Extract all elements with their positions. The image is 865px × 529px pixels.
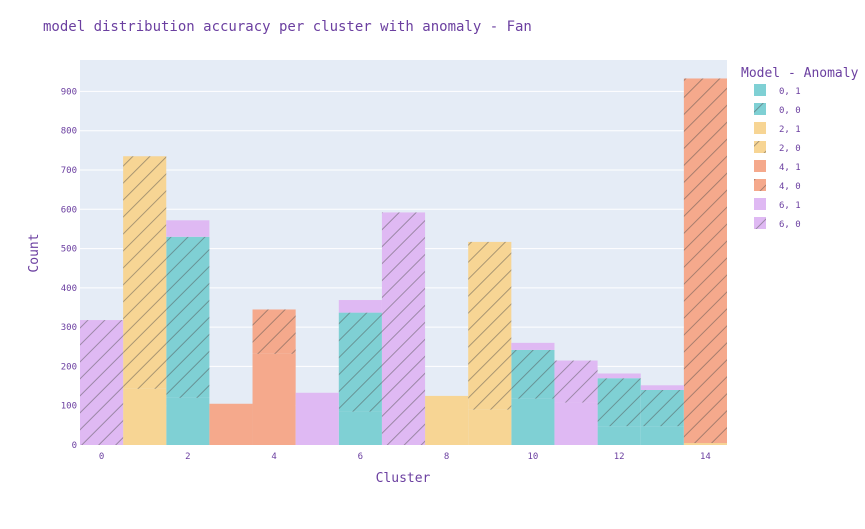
- bar: [640, 426, 684, 445]
- bar: [381, 212, 426, 445]
- x-tick-labels: 0 2 4 6 8 10 12 14: [99, 452, 711, 462]
- legend-entry: 2, 0: [779, 144, 801, 154]
- x-tick-label: 6: [358, 452, 363, 462]
- bar: [338, 312, 382, 412]
- bar: [80, 320, 124, 445]
- legend-swatch: [754, 122, 766, 134]
- y-tick-label: 500: [61, 245, 77, 255]
- bar: [511, 349, 555, 399]
- bar: [166, 397, 210, 445]
- bar: [683, 443, 727, 445]
- y-tick-label: 900: [61, 87, 77, 97]
- bar: [468, 409, 512, 445]
- bar: [554, 402, 598, 445]
- legend-entry: 6, 1: [779, 201, 801, 211]
- bar: [252, 309, 296, 354]
- legend-entry: 4, 0: [779, 182, 801, 192]
- bar: [554, 360, 598, 403]
- y-tick-label: 100: [61, 402, 77, 412]
- y-tick-label: 700: [61, 166, 77, 176]
- legend-swatch: [754, 217, 766, 229]
- bar: [511, 342, 555, 350]
- legend-entry: 2, 1: [779, 125, 801, 135]
- y-tick-label: 600: [61, 205, 77, 215]
- legend-swatch: [754, 141, 766, 153]
- x-tick-label: 12: [614, 452, 625, 462]
- legend-swatch: [754, 160, 766, 172]
- bar: [640, 390, 684, 427]
- y-tick-label: 0: [72, 441, 77, 451]
- bar: [597, 426, 641, 445]
- legend-entry: 4, 1: [779, 163, 801, 173]
- legend-entry: 0, 1: [779, 87, 801, 97]
- x-tick-label: 2: [185, 452, 190, 462]
- bar: [338, 411, 382, 445]
- legend: Model - Anomaly 0, 1 0, 0 2, 1 2, 0 4, 1 4, 0…: [741, 66, 859, 230]
- bars: [80, 78, 727, 445]
- bar: [252, 353, 296, 445]
- y-tick-label: 800: [61, 127, 77, 137]
- y-tick-label: 200: [61, 362, 77, 372]
- y-tick-labels: 0 100 200 300 400 500 600 700 800 900: [61, 87, 77, 451]
- bar: [597, 373, 641, 379]
- legend-swatch: [754, 84, 766, 96]
- legend-swatch: [754, 198, 766, 210]
- y-tick-label: 400: [61, 284, 77, 294]
- bar: [338, 300, 382, 313]
- bar: [209, 403, 253, 445]
- chart-title: model distribution accuracy per cluster …: [43, 19, 532, 35]
- x-tick-label: 14: [700, 452, 711, 462]
- legend-entry: 6, 0: [779, 220, 801, 230]
- bar: [123, 388, 167, 445]
- bar: [597, 378, 641, 427]
- bar: [166, 220, 210, 237]
- legend-entry: 0, 0: [779, 106, 801, 116]
- bar: [425, 395, 469, 445]
- bar: [123, 156, 167, 389]
- x-axis-title: Cluster: [376, 471, 431, 486]
- bar: [640, 385, 684, 390]
- x-tick-label: 4: [271, 452, 276, 462]
- x-tick-label: 8: [444, 452, 449, 462]
- bar: [468, 241, 512, 410]
- bar: [511, 398, 555, 445]
- bar: [683, 78, 727, 444]
- y-axis-title: Count: [27, 233, 42, 272]
- y-tick-label: 300: [61, 323, 77, 333]
- x-tick-label: 10: [527, 452, 538, 462]
- legend-title: Model - Anomaly: [741, 66, 859, 81]
- legend-swatch: [754, 103, 766, 115]
- legend-swatch: [754, 179, 766, 191]
- bar: [295, 392, 339, 445]
- x-tick-label: 0: [99, 452, 104, 462]
- bar: [166, 236, 210, 398]
